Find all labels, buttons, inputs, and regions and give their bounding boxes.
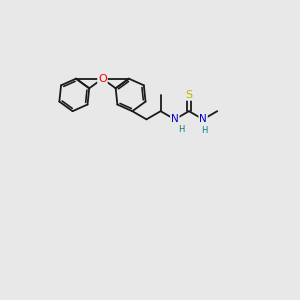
Text: S: S: [185, 90, 193, 100]
Text: N: N: [171, 114, 179, 124]
Text: H: H: [201, 126, 208, 135]
Text: H: H: [178, 125, 184, 134]
Text: N: N: [199, 114, 207, 124]
Text: O: O: [98, 74, 107, 84]
